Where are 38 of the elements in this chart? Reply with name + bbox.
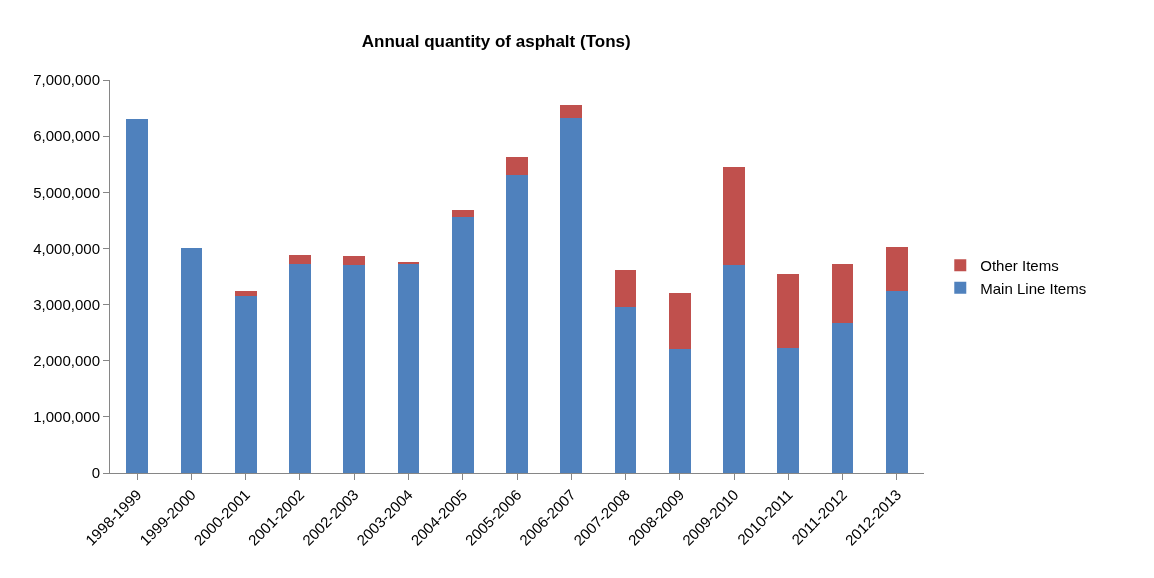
y-tick-label: 6,000,000 — [33, 127, 100, 145]
bar — [831, 264, 854, 323]
bar — [451, 216, 474, 473]
y-tick-label: 1,000,000 — [33, 408, 100, 426]
bar — [614, 270, 637, 307]
legend-label: Other Items — [980, 257, 1059, 275]
bar — [560, 105, 583, 118]
bar — [831, 322, 854, 473]
bar — [723, 167, 745, 266]
bar — [668, 293, 691, 350]
bar — [614, 306, 637, 473]
bar — [126, 119, 148, 473]
bar — [886, 291, 908, 473]
bar — [777, 274, 800, 349]
bar — [343, 256, 366, 266]
bar — [289, 264, 311, 473]
bar — [234, 290, 257, 297]
bar — [451, 209, 474, 217]
bar — [777, 348, 800, 473]
bar — [506, 174, 528, 473]
bar — [180, 248, 203, 473]
bar — [886, 246, 908, 292]
bar — [234, 296, 257, 473]
bar — [289, 254, 311, 265]
y-tick-label: 0 — [91, 464, 100, 482]
y-tick-label: 7,000,000 — [33, 71, 100, 89]
y-tick-label: 4,000,000 — [33, 239, 100, 257]
bar — [668, 349, 691, 473]
y-tick-label: 3,000,000 — [33, 295, 100, 313]
y-tick-label: 5,000,000 — [33, 183, 100, 201]
bar — [506, 156, 528, 175]
bar — [723, 265, 745, 473]
bar — [397, 264, 420, 473]
bar — [343, 265, 366, 473]
y-tick-label: 2,000,000 — [33, 351, 100, 369]
legend-label: Main Line Items — [980, 279, 1087, 297]
bar — [560, 117, 583, 473]
chart-title: Annual quantity of asphalt (Tons) — [361, 31, 631, 51]
